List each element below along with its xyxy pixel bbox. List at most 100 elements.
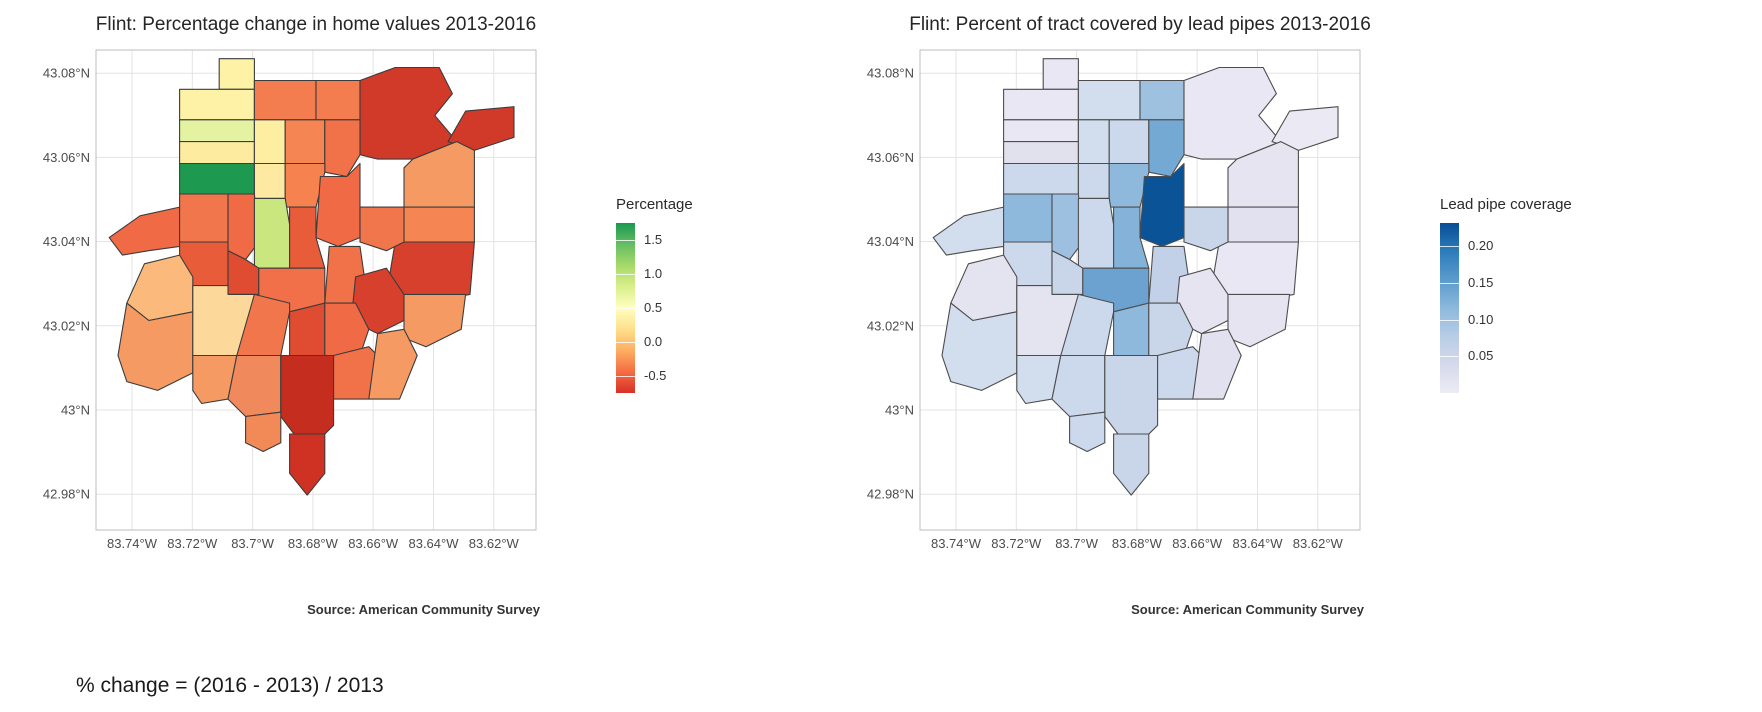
- colorbar-tick-mark: [616, 308, 635, 309]
- plot-home-values: 83.74°W 83.72°W 83.7°W 83.68°W 83.66°W 83.64°…: [26, 40, 606, 617]
- tract-t30: [403, 293, 467, 348]
- x-tick-label: 83.62°W: [469, 536, 520, 551]
- figures-row: Flint: Percentage change in home values …: [26, 6, 1590, 617]
- formula-footnote: % change = (2016 - 2013) / 2013: [76, 674, 384, 697]
- x-tick-label: 83.74°W: [931, 536, 982, 551]
- tract-t08: [359, 66, 458, 160]
- legend-tick-label: 1.5: [644, 232, 663, 247]
- y-tick-label: 43.06°N: [867, 150, 914, 165]
- colorbar-tick-mark: [616, 342, 635, 343]
- legend-ticks-0: 1.5 1.0 0.5 0.0 -0.5: [635, 223, 695, 393]
- tract-t21: [179, 193, 229, 243]
- x-tick-label: 83.74°W: [107, 536, 158, 551]
- chart-home-values: Flint: Percentage change in home values …: [26, 6, 766, 617]
- x-tick-label: 83.64°W: [408, 536, 459, 551]
- legend-body-home-values: 1.5 1.0 0.5 0.0 -0.5: [616, 223, 766, 393]
- tract-t17: [1227, 206, 1299, 243]
- x-tick-label: 83.64°W: [1232, 536, 1283, 551]
- map-svg-1: 83.74°W 83.72°W 83.7°W 83.68°W 83.66°W 83.64°…: [867, 49, 1361, 551]
- tract-t19: [359, 206, 405, 252]
- y-tick-label: 43.08°N: [43, 66, 90, 81]
- colorbar-tick-mark: [1440, 283, 1459, 285]
- tract-t06: [1077, 79, 1141, 121]
- x-tick-label: 83.68°W: [1112, 536, 1163, 551]
- y-tick-label: 43.02°N: [867, 318, 914, 333]
- colorbar-0: [616, 223, 635, 393]
- x-tick-label: 83.72°W: [167, 536, 218, 551]
- legend-tick-label: 0.10: [1468, 311, 1494, 327]
- tract-t01: [1042, 58, 1079, 90]
- tract-t11: [1108, 119, 1150, 165]
- tract-t23: [253, 197, 291, 269]
- tract-t13: [253, 162, 286, 199]
- y-tick-label: 43.02°N: [43, 318, 90, 333]
- tract-t23: [1077, 197, 1115, 269]
- legend-home-values: Percentage 1.5 1.0 0.5 0.0 -0.5: [616, 196, 766, 393]
- x-tick-label: 83.72°W: [991, 536, 1042, 551]
- legend-tick-label: -0.5: [644, 368, 667, 383]
- x-tick-label: 83.7°W: [231, 536, 275, 551]
- legend-tick-label: 0.0: [644, 334, 663, 349]
- y-tick-label: 43.08°N: [867, 66, 914, 81]
- colorbar-tick-mark: [1440, 246, 1459, 248]
- plot-lead-pipes: 83.74°W 83.72°W 83.7°W 83.68°W 83.66°W 83.64°…: [850, 40, 1430, 617]
- legend-tick-label: 0.5: [644, 300, 663, 315]
- tract-t42: [245, 411, 282, 453]
- tract-t43: [1113, 433, 1150, 496]
- x-tick-label: 83.66°W: [348, 536, 399, 551]
- tract-t19: [1183, 206, 1229, 252]
- y-tick-label: 43°N: [885, 403, 914, 418]
- tract-t36: [1051, 354, 1106, 418]
- tract-t06: [253, 79, 317, 121]
- tract-t43: [289, 433, 326, 496]
- legend-tick-label: 0.05: [1468, 348, 1494, 364]
- tract-t41: [1192, 328, 1242, 400]
- tract-t13: [1077, 162, 1110, 199]
- tract-t37: [1113, 302, 1150, 357]
- colorbar-tick-mark: [616, 274, 635, 275]
- map-svg-0: 83.74°W 83.72°W 83.7°W 83.68°W 83.66°W 83.64°…: [43, 49, 537, 551]
- tract-t07: [315, 79, 361, 121]
- tract-t17: [403, 206, 475, 243]
- y-tick-label: 43.04°N: [867, 234, 914, 249]
- colorbar-tick-mark: [616, 240, 635, 241]
- tract-t08: [1183, 66, 1282, 160]
- source-caption-home-values: Source: American Community Survey: [307, 602, 540, 617]
- tract-t02: [1003, 88, 1079, 121]
- colorbar-tick-mark: [1440, 356, 1459, 358]
- tract-t04: [179, 141, 255, 165]
- chart-title-home-values: Flint: Percentage change in home values …: [95, 14, 537, 35]
- x-tick-label: 83.62°W: [1293, 536, 1344, 551]
- tract-t42: [1069, 411, 1106, 453]
- legend-tick-label: 0.15: [1468, 275, 1494, 291]
- tract-t36: [227, 354, 282, 418]
- tract-t30: [1227, 293, 1291, 348]
- chart-title-lead-pipes: Flint: Percent of tract covered by lead …: [909, 14, 1371, 35]
- y-tick-label: 43.04°N: [43, 234, 90, 249]
- x-tick-label: 83.7°W: [1055, 536, 1099, 551]
- y-tick-label: 42.98°N: [867, 487, 914, 502]
- legend-ticks-1: 0.20 0.15 0.10 0.05: [1459, 223, 1519, 393]
- tract-t21: [1003, 193, 1053, 243]
- x-tick-label: 83.68°W: [288, 536, 339, 551]
- tract-t11: [284, 119, 326, 165]
- legend-tick-label: 1.0: [644, 266, 663, 281]
- tract-t01: [218, 58, 255, 90]
- tract-t02: [179, 88, 255, 121]
- tract-t03: [179, 119, 255, 143]
- tract-t04: [1003, 141, 1079, 165]
- tract-t05: [179, 162, 255, 195]
- x-tick-label: 83.66°W: [1172, 536, 1223, 551]
- legend-title-lead-pipes: Lead pipe coverage: [1440, 196, 1572, 213]
- legend-title-home-values: Percentage: [616, 196, 693, 213]
- legend-lead-pipes: Lead pipe coverage 0.20 0.15 0.10 0.05: [1440, 196, 1590, 393]
- colorbar-tick-mark: [1440, 319, 1459, 321]
- tract-t12: [1148, 119, 1185, 178]
- legend-tick-label: 0.20: [1468, 238, 1494, 254]
- tract-t37: [289, 302, 326, 357]
- tract-t10: [1077, 119, 1110, 165]
- tract-t07: [1139, 79, 1185, 121]
- tract-t10: [253, 119, 286, 165]
- colorbar-tick-mark: [616, 376, 635, 377]
